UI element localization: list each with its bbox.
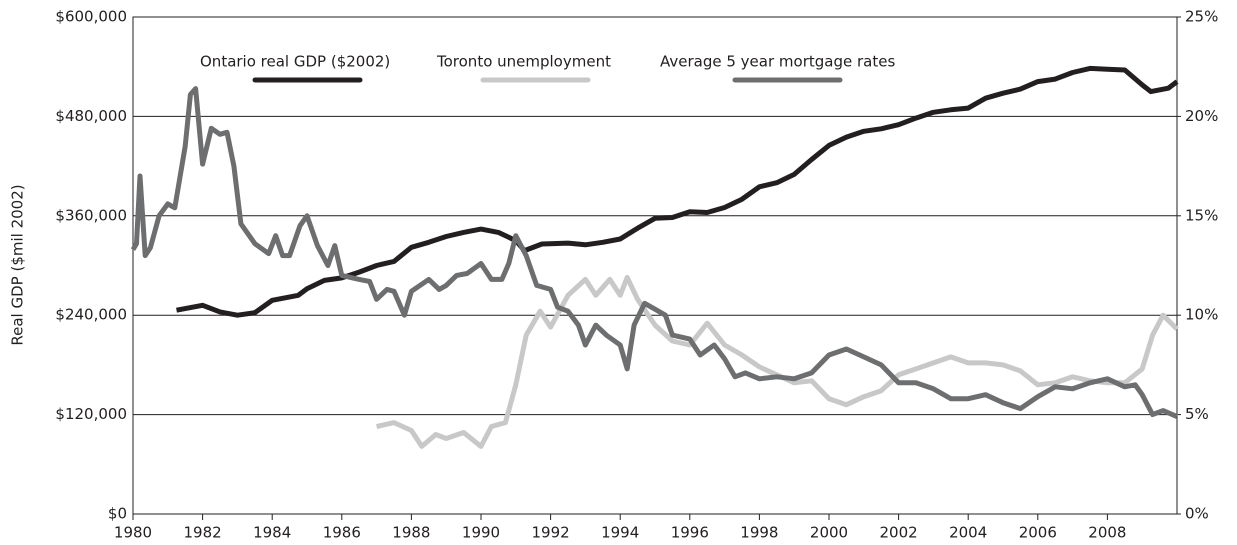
x-tick-label: 2002: [880, 524, 918, 542]
x-tick-label: 2008: [1088, 524, 1126, 542]
series-line: [176, 65, 1179, 318]
y-tick-label: $120,000: [55, 405, 127, 423]
y-tick-label: $600,000: [55, 8, 127, 26]
plot-frame: [132, 16, 1178, 515]
y-axis-label: Real GDP ($mil 2002): [9, 184, 27, 345]
x-tick-label: 1988: [392, 524, 430, 542]
y-tick-label: $360,000: [55, 206, 127, 224]
y2-tick-label: 0%: [1185, 505, 1209, 523]
x-tick-label: 1984: [253, 524, 291, 542]
legend-label: Average 5 year mortgage rates: [660, 53, 895, 71]
legend-label: Ontario real GDP ($2002): [200, 53, 390, 71]
y2-tick-label: 10%: [1185, 306, 1218, 324]
y-tick-label: $480,000: [55, 107, 127, 125]
x-tick-label: 2000: [810, 524, 848, 542]
x-tick-label: 1986: [323, 524, 361, 542]
legend-label: Toronto unemployment: [436, 53, 611, 71]
x-tick-label: 2004: [949, 524, 987, 542]
y2-tick-label: 25%: [1185, 8, 1218, 26]
x-tick-label: 1996: [671, 524, 709, 542]
y2-tick-label: 20%: [1185, 107, 1218, 125]
y-tick-label: $240,000: [55, 306, 127, 324]
y2-tick-label: 5%: [1185, 405, 1209, 423]
x-tick-label: 1998: [740, 524, 778, 542]
x-tick-label: 1992: [532, 524, 570, 542]
series-line: [376, 274, 1179, 449]
x-tick-label: 1980: [114, 524, 152, 542]
y-tick-label: $0: [108, 505, 127, 523]
y2-tick-label: 15%: [1185, 206, 1218, 224]
x-tick-label: 1990: [462, 524, 500, 542]
x-tick-label: 1994: [601, 524, 639, 542]
x-tick-label: 1982: [184, 524, 222, 542]
series-line: [130, 86, 1178, 419]
x-tick-label: 2006: [1019, 524, 1057, 542]
